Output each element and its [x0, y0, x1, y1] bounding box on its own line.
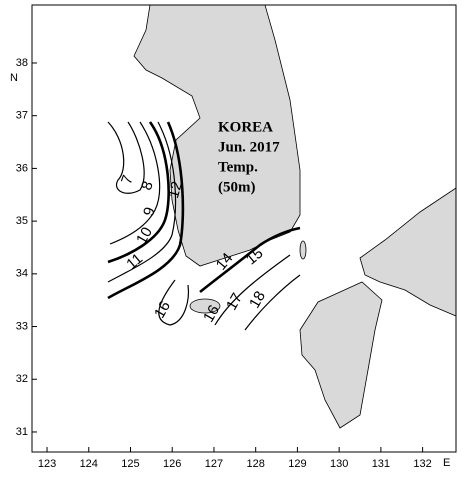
x-axis-label: E — [443, 457, 450, 469]
contour — [107, 121, 185, 300]
y-tick-label: 31 — [16, 426, 28, 438]
x-tick-label: 130 — [330, 458, 348, 470]
annotation: (50m) — [218, 179, 256, 195]
contour-label: 16 — [200, 302, 223, 325]
x-tick-label: 125 — [121, 458, 139, 470]
annotation: Jun. 2017 — [218, 139, 280, 155]
x-tick-label: 129 — [288, 458, 306, 470]
contour — [199, 226, 301, 294]
contour-label: 18 — [246, 288, 269, 311]
jeju-island — [189, 298, 221, 314]
contour — [109, 121, 161, 245]
y-axis-label: N — [10, 72, 18, 84]
contour-label: 12 — [165, 180, 186, 201]
y-tick-label: 36 — [16, 162, 28, 174]
contour — [107, 121, 170, 264]
y-tick-label: 38 — [16, 57, 28, 69]
contour-label: 16 — [151, 298, 174, 321]
y-tick-label: 34 — [16, 268, 28, 280]
contour — [244, 274, 301, 331]
contour — [107, 121, 145, 194]
x-tick-label: 131 — [372, 458, 390, 470]
tsushima-island — [299, 240, 307, 260]
x-tick-label: 128 — [247, 458, 265, 470]
y-tick-label: 32 — [16, 373, 28, 385]
x-tick-label: 127 — [205, 458, 223, 470]
x-tick-label: 124 — [80, 458, 98, 470]
y-tick-label: 33 — [16, 320, 28, 332]
japan-kyushu — [299, 281, 383, 429]
y-tick-label: 37 — [16, 110, 28, 122]
contour — [214, 254, 291, 326]
y-tick-label: 35 — [16, 215, 28, 227]
contour — [158, 279, 190, 326]
contour — [107, 121, 177, 283]
x-tick-label: 123 — [38, 458, 56, 470]
x-tick-label: 126 — [163, 458, 181, 470]
map-frame — [31, 4, 457, 453]
contour-label: 10 — [133, 224, 156, 247]
annotation: KOREA — [218, 119, 273, 135]
annotation: Temp. — [218, 159, 258, 175]
contour-label: 17 — [223, 290, 246, 313]
x-tick-label: 132 — [413, 458, 431, 470]
japan-honshu — [359, 187, 457, 317]
